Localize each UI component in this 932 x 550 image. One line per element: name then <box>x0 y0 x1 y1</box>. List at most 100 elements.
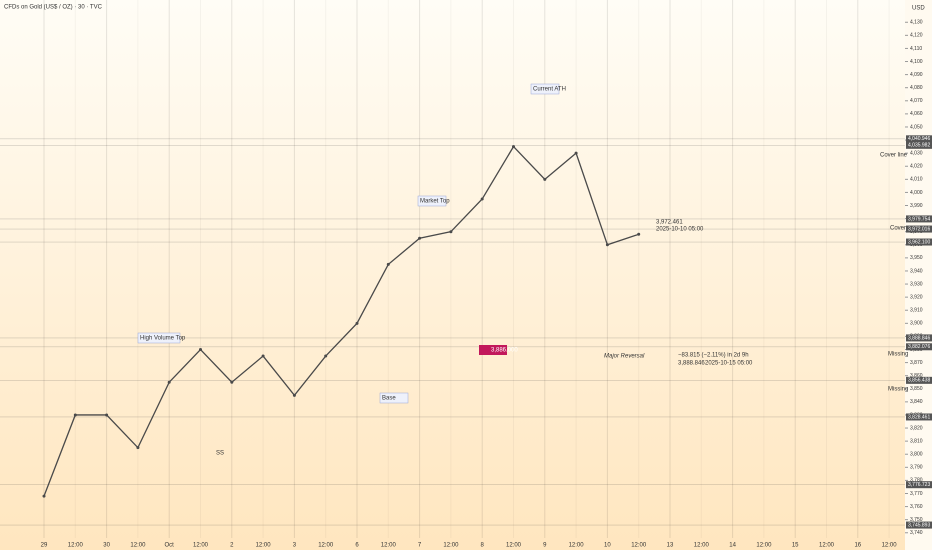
annotation: Cover <box>890 226 906 232</box>
y-tick-label: 3,750 <box>910 517 923 523</box>
price-point <box>261 354 265 358</box>
y-tick-label: 4,020 <box>910 164 923 170</box>
annotation-box <box>417 195 447 207</box>
y-tick-label: 4,110 <box>910 46 922 52</box>
y-tick-label: 3,860 <box>910 373 923 379</box>
price-axis <box>905 0 932 550</box>
annotation: Current ATH <box>533 87 566 93</box>
x-tick-label: 15 <box>792 543 799 549</box>
annotation: Missing <box>888 387 908 393</box>
price-tag <box>906 343 932 351</box>
x-tick-label: 7 <box>418 543 422 549</box>
x-tick-label: 2 <box>230 543 234 549</box>
y-tick-label: 3,910 <box>910 308 923 314</box>
y-tick-label: 3,740 <box>910 530 923 536</box>
annotation: Market Top <box>420 199 450 205</box>
x-tick-label: Oct <box>165 543 175 549</box>
price-tag-label: 3,888.846 <box>908 335 930 341</box>
price-point <box>543 177 547 181</box>
price-point <box>355 321 359 325</box>
y-tick-label: 4,070 <box>910 98 923 104</box>
x-tick-label: 6 <box>355 543 359 549</box>
y-tick-label: 4,010 <box>910 177 923 183</box>
y-tick-label: 3,990 <box>910 203 923 209</box>
y-tick-label: 3,950 <box>910 255 923 261</box>
price-tag-label: 4,035.982 <box>908 143 930 149</box>
price-point <box>136 446 140 450</box>
price-tag-label: 3,856.438 <box>908 378 930 384</box>
annotation: High Volume Top <box>140 336 186 342</box>
price-point <box>574 151 578 155</box>
price-tag <box>906 135 932 143</box>
y-tick-label: 3,780 <box>910 478 923 484</box>
price-point <box>199 348 202 352</box>
y-tick-label: 3,870 <box>910 360 923 366</box>
y-tick-label: 4,100 <box>910 59 923 65</box>
x-tick-label: 12:00 <box>130 543 146 549</box>
x-tick-label: 12:00 <box>756 543 772 549</box>
x-tick-label: 12:00 <box>694 543 710 549</box>
currency: USD <box>912 6 925 12</box>
chart-title: CFDs on Gold (US$ / OZ) · 30 · TVC <box>4 5 103 11</box>
y-tick-label: 4,050 <box>910 124 923 130</box>
y-tick-label: 4,130 <box>910 20 923 26</box>
price-tag <box>906 238 932 246</box>
price-tag <box>906 334 932 342</box>
x-tick-label: 12:00 <box>882 543 898 549</box>
annotation: Major Reversal <box>604 354 645 360</box>
y-tick-label: 4,120 <box>910 33 923 39</box>
price-point <box>292 393 296 397</box>
price-tag <box>906 225 932 233</box>
price-tag-label: 3,962.100 <box>908 239 930 245</box>
x-tick-label: 12:00 <box>318 543 334 549</box>
x-tick-label: 10 <box>604 543 611 549</box>
x-tick-label: 9 <box>543 543 547 549</box>
y-tick-label: 4,080 <box>910 85 923 91</box>
annotation-box <box>137 332 181 344</box>
price-tag-label: 3,776.723 <box>908 482 930 488</box>
y-tick-label: 4,090 <box>910 72 923 78</box>
price-tag-label: 3,882.076 <box>908 344 930 350</box>
price-point <box>73 413 77 417</box>
price-point <box>324 354 328 358</box>
annotation: SS <box>216 451 224 457</box>
price-tag-label: 3,979.754 <box>908 216 930 222</box>
price-point <box>105 413 109 417</box>
x-tick-label: 16 <box>854 543 861 549</box>
x-tick-label: 14 <box>729 543 736 549</box>
x-tick-label: 12:00 <box>506 543 522 549</box>
annotation: 3,888.846 <box>678 361 705 367</box>
annotation: 3,886.000 <box>491 348 518 354</box>
price-tag-label: 3,972.016 <box>908 226 930 232</box>
x-tick-label: 8 <box>481 543 485 549</box>
price-flag <box>479 345 507 355</box>
x-tick-label: 12:00 <box>193 543 209 549</box>
x-tick-label: 3 <box>293 543 297 549</box>
price-tag <box>906 481 932 489</box>
price-point <box>605 243 609 247</box>
y-tick-label: 3,770 <box>910 491 923 497</box>
y-tick-label: 3,930 <box>910 281 923 287</box>
price-point <box>418 236 422 240</box>
price-tag-label: 4,040.946 <box>908 136 930 142</box>
price-tag <box>906 521 932 529</box>
annotation-box <box>530 83 560 95</box>
y-tick-label: 4,000 <box>910 190 923 196</box>
price-tag <box>906 413 932 421</box>
x-tick-label: 13 <box>667 543 674 549</box>
price-point <box>512 145 515 149</box>
y-tick-label: 3,900 <box>910 321 923 327</box>
annotation: Cover line <box>880 153 908 159</box>
price-point <box>480 197 484 201</box>
y-tick-label: 4,030 <box>910 150 923 156</box>
annotation: −83.815 (−2.11%) in 2d 9h <box>678 353 749 359</box>
x-tick-label: 12:00 <box>443 543 459 549</box>
x-tick-label: 30 <box>103 543 110 549</box>
y-tick-label: 3,940 <box>910 268 923 274</box>
y-tick-label: 3,800 <box>910 452 923 458</box>
y-tick-label: 3,850 <box>910 386 923 392</box>
x-tick-label: 12:00 <box>569 543 585 549</box>
y-tick-label: 3,920 <box>910 294 923 300</box>
